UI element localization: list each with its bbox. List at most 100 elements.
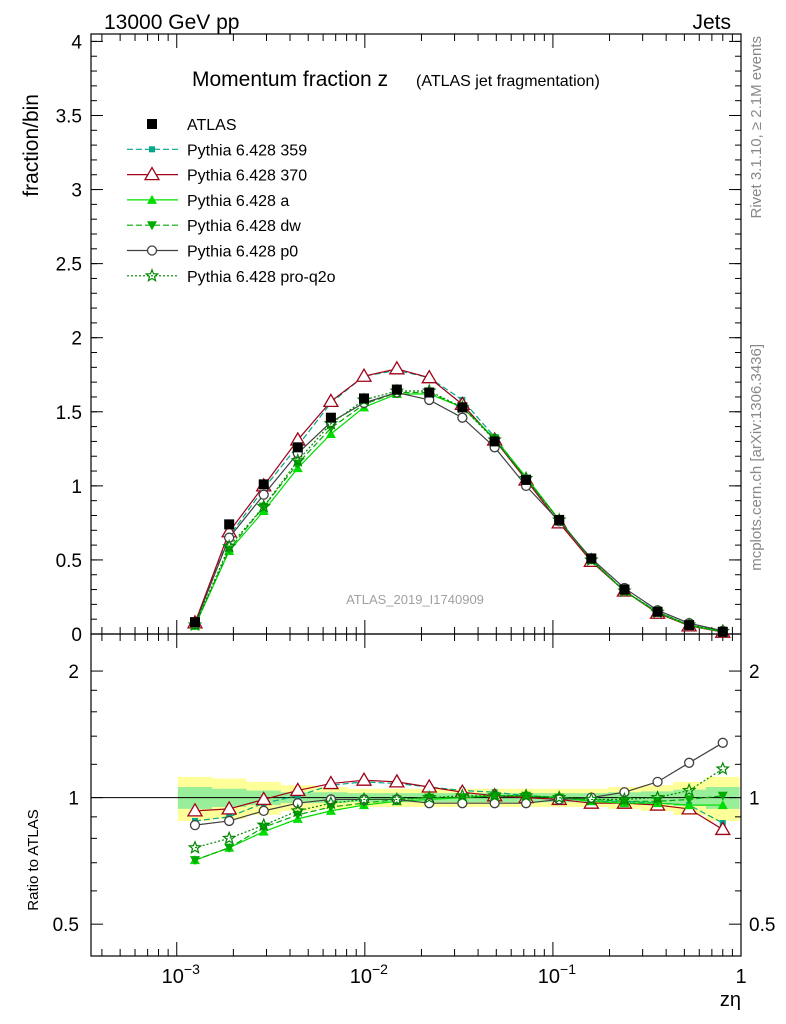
main-atlas-point xyxy=(391,384,402,395)
x-tick-label: 10−1 xyxy=(538,961,576,988)
ratio-pythia-6-428-p0-point xyxy=(258,805,269,817)
main-atlas-point xyxy=(224,519,235,530)
main-panel-series xyxy=(186,360,731,638)
legend-label-pythia-6-428-p0: Pythia 6.428 p0 xyxy=(187,244,298,261)
main-atlas-point xyxy=(521,474,532,485)
ratio-pythia-6-428-pro-q2o-line xyxy=(194,768,724,849)
ratio-pythia-6-428-370-point xyxy=(186,802,204,817)
main-pythia-6-428-370-point xyxy=(355,367,373,382)
ratio-pythia-6-428-370-point xyxy=(255,791,272,806)
ratio-pythia-6-428-pro-q2o-point xyxy=(715,761,731,776)
main-y-tick-label: 2.5 xyxy=(56,255,82,276)
plot-title-main: Momentum fraction z xyxy=(192,68,388,91)
ratio-pythia-6-428-p0-point xyxy=(717,737,728,748)
main-atlas-point xyxy=(489,436,500,447)
main-y-tick-label: 1 xyxy=(71,477,82,498)
x-tick-label: 10−2 xyxy=(350,961,388,988)
legend-marker-pythia-6-428-pro-q2o xyxy=(144,268,160,282)
ratio-pythia-6-428-dw-line xyxy=(194,795,723,861)
ratio-pythia-6-428-dw-point xyxy=(189,856,200,866)
legend-label-pythia-6-428-359: Pythia 6.428 359 xyxy=(187,142,307,159)
ratio-pythia-6-428-pro-q2o-point xyxy=(290,803,306,818)
main-atlas-point xyxy=(189,617,200,628)
main-atlas-point xyxy=(652,606,663,617)
main-pythia-6-428-dw-line xyxy=(194,391,723,633)
ratio-pythia-6-428-pro-q2o-point xyxy=(551,789,567,804)
legend-label-pythia-6-428-dw: Pythia 6.428 dw xyxy=(187,218,301,235)
ratio-panel-axes: 0.5 0.5 1 1 2 2 10−3 10−2 10−1 1 xyxy=(53,633,775,988)
ratio-pythia-6-428-pro-q2o-point xyxy=(518,788,534,802)
ratio-pythia-6-428-pro-q2o-point xyxy=(323,795,339,810)
ratio-pythia-6-428-370-point xyxy=(221,800,238,815)
ratio-pythia-6-428-dw-point xyxy=(684,795,695,805)
legend-marker-pythia-6-428-p0 xyxy=(146,245,158,256)
legend-label-pythia-6-428-pro-q2o: Pythia 6.428 pro-q2o xyxy=(187,269,336,286)
ratio-pythia-6-428-pro-q2o-point xyxy=(617,791,632,806)
ratio-y-tick-label-left: 1 xyxy=(68,789,79,810)
main-atlas-point xyxy=(424,387,435,398)
ratio-pythia-6-428-p0-point xyxy=(424,798,435,809)
legend-marker-pythia-6-428-359 xyxy=(149,146,155,153)
x-tick-label: 10−3 xyxy=(162,961,200,988)
ratio-pythia-6-428-pro-q2o-point xyxy=(389,791,405,806)
ratio-pythia-6-428-pro-q2o-point xyxy=(681,782,697,797)
main-y-tick-label: 1.5 xyxy=(56,403,82,424)
ratio-panel-frame xyxy=(90,633,742,957)
header-right: Jets xyxy=(692,11,731,34)
main-atlas-point xyxy=(684,620,695,631)
main-atlas-point xyxy=(619,584,630,595)
main-ylabel: fraction/bin xyxy=(20,94,43,197)
main-atlas-point xyxy=(554,514,565,525)
main-pythia-6-428-370-point xyxy=(421,369,438,384)
ratio-pythia-6-428-p0-point xyxy=(652,776,663,788)
main-atlas-point xyxy=(292,442,303,453)
ratio-pythia-6-428-p0-point xyxy=(292,798,303,809)
ratio-ylabel: Ratio to ATLAS xyxy=(25,809,42,910)
x-tick-label: 1 xyxy=(735,966,746,988)
ratio-y-tick-label-right: 2 xyxy=(749,662,760,683)
ratio-y-tick-label-right: 0.5 xyxy=(749,915,775,936)
main-atlas-point xyxy=(717,626,728,637)
main-y-tick-label: 0.5 xyxy=(56,551,82,572)
ratio-pythia-6-428-pro-q2o-point xyxy=(221,830,237,845)
ratio-pythia-6-428-pro-q2o-point xyxy=(650,789,665,804)
ratio-pythia-6-428-a-point xyxy=(717,800,728,810)
main-pythia-6-428-370-point xyxy=(388,360,405,375)
legend-label-pythia-6-428-a: Pythia 6.428 a xyxy=(187,193,289,210)
ratio-pythia-6-428-p0-point xyxy=(189,819,201,831)
main-y-tick-label: 4 xyxy=(71,32,82,53)
ratio-pythia-6-428-pro-q2o-point xyxy=(584,791,599,806)
plot-title-sub: (ATLAS jet fragmentation) xyxy=(416,73,600,90)
ratio-pythia-6-428-pro-q2o-point xyxy=(421,789,437,804)
legend-marker-pythia-6-428-370 xyxy=(143,166,161,181)
rivet-version: Rivet 3.1.10, ≥ 2.1M events xyxy=(748,36,765,219)
main-pythia-6-428-p0-point xyxy=(457,412,468,423)
watermark: ATLAS_2019_I1740909 xyxy=(346,592,484,607)
main-y-tick-label: 2 xyxy=(71,329,82,350)
ratio-pythia-6-428-370-point xyxy=(388,773,405,788)
main-pythia-6-428-pro-q2o-point xyxy=(221,538,237,553)
ratio-panel-series xyxy=(186,737,731,866)
main-atlas-point xyxy=(258,479,269,490)
ratio-pythia-6-428-dw-point xyxy=(224,843,235,853)
ratio-pythia-6-428-pro-q2o-point xyxy=(356,791,372,806)
ratio-pythia-6-428-370-point xyxy=(322,775,340,790)
ratio-pythia-6-428-pro-q2o-point xyxy=(487,788,502,802)
ratio-pythia-6-428-dw-point xyxy=(717,791,728,801)
legend-marker-pythia-6-428-a xyxy=(147,194,157,204)
ratio-y-tick-label-right: 1 xyxy=(749,789,760,810)
ratio-pythia-6-428-a-point xyxy=(684,800,695,810)
main-pythia-6-428-p0-point xyxy=(258,489,269,500)
main-atlas-point xyxy=(457,402,468,413)
main-atlas-point xyxy=(359,393,370,404)
ratio-pythia-6-428-p0-point xyxy=(683,757,695,768)
main-y-tick-label: 3 xyxy=(71,181,82,202)
main-y-tick-label: 3.5 xyxy=(56,106,82,127)
legend-marker-pythia-6-428-dw xyxy=(147,221,157,231)
ratio-y-tick-label-left: 2 xyxy=(68,662,79,683)
main-pythia-6-428-pro-q2o-point xyxy=(256,498,271,513)
main-atlas-point xyxy=(325,412,336,423)
main-pythia-6-428-pro-q2o-point xyxy=(290,453,306,467)
